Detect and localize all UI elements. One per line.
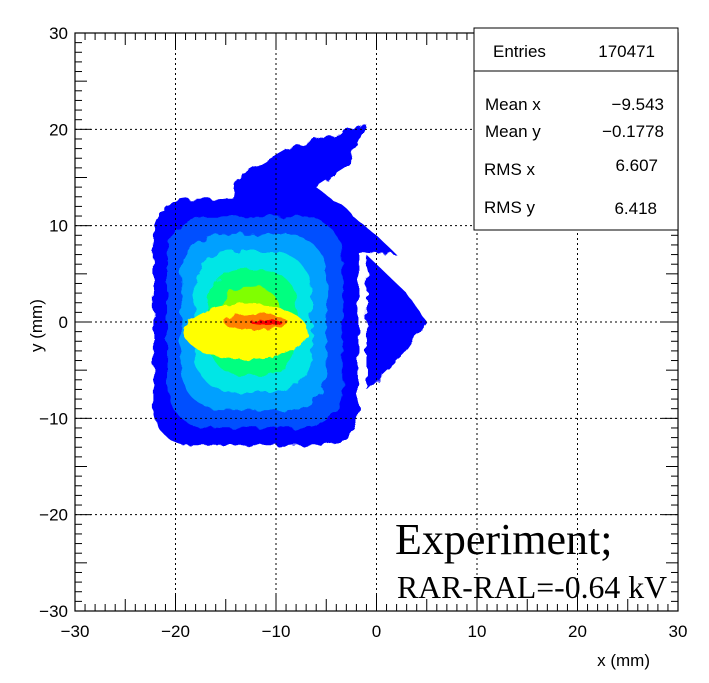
x-tick-label: 30 <box>669 622 688 641</box>
grid <box>75 33 678 611</box>
stats-rms-y-label: RMS y <box>484 198 536 217</box>
y-axis-title: y (mm) <box>27 299 46 352</box>
x-tick-label: −30 <box>61 622 90 641</box>
y-tick-label: −10 <box>39 409 68 428</box>
y-tick-label: −30 <box>39 602 68 621</box>
annotation-experiment: Experiment; <box>395 515 613 564</box>
heat-core-yellow <box>183 303 308 360</box>
x-tick-label: 0 <box>372 622 381 641</box>
stats-box: Entries 170471 Mean x −9.543 Mean y −0.1… <box>473 27 679 231</box>
stats-mean-y-label: Mean y <box>485 122 541 141</box>
x-tick-labels: −30 −20 −10 0 10 20 30 <box>61 622 688 641</box>
y-tick-label: 0 <box>59 313 68 332</box>
x-axis-title: x (mm) <box>597 651 650 670</box>
stats-rms-x-label: RMS x <box>484 160 536 179</box>
y-tick-label: 30 <box>49 24 68 43</box>
stats-mean-x-label: Mean x <box>485 95 541 114</box>
x-tick-label: −20 <box>161 622 190 641</box>
y-tick-labels: −30 −20 −10 0 10 20 30 <box>39 24 68 621</box>
stats-rms-x-value: 6.607 <box>615 156 658 175</box>
heatmap-core <box>183 303 308 360</box>
y-tick-label: 10 <box>49 217 68 236</box>
x-tick-label: −10 <box>262 622 291 641</box>
stats-entries-value: 170471 <box>598 42 655 61</box>
y-tick-label: −20 <box>39 506 68 525</box>
stats-rms-y-value: 6.418 <box>614 199 657 218</box>
stats-mean-y-value: −0.1778 <box>602 122 664 141</box>
annotation-voltage: RAR-RAL=-0.64 kV <box>397 569 667 605</box>
stats-mean-x-value: −9.543 <box>612 95 664 114</box>
x-tick-label: 10 <box>468 622 487 641</box>
stats-entries-label: Entries <box>493 42 546 61</box>
y-tick-label: 20 <box>49 120 68 139</box>
x-tick-label: 20 <box>568 622 587 641</box>
